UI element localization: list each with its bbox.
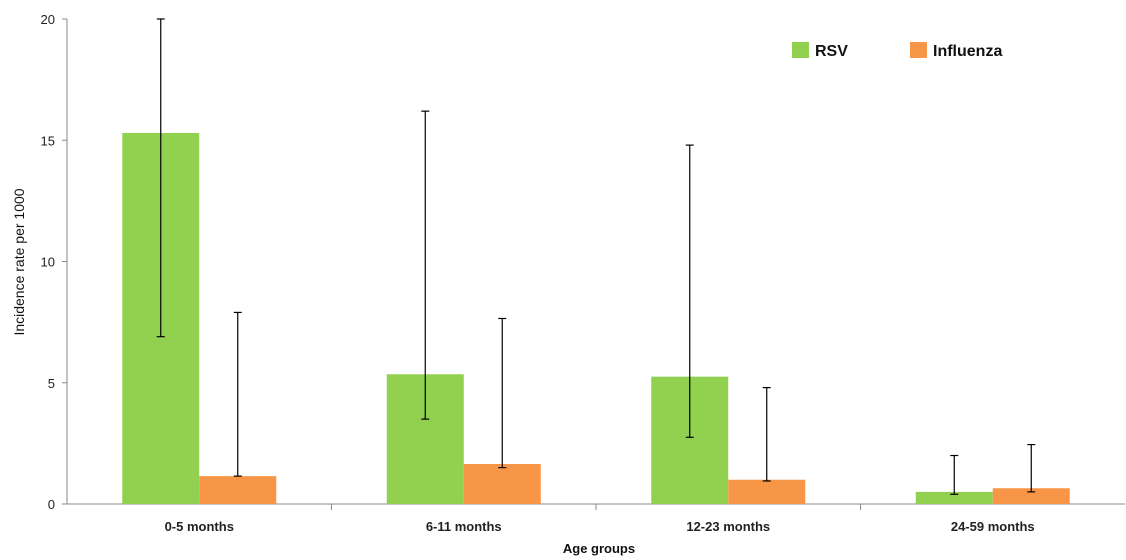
x-tick-label: 12-23 months xyxy=(686,519,770,534)
y-axis-title: Incidence rate per 1000 xyxy=(11,188,27,335)
legend-label-rsv: RSV xyxy=(815,43,848,60)
labels: 0 5 10 15 20 0-5 months 6-11 months 12-23 month… xyxy=(41,12,1035,534)
legend: RSV Influenza xyxy=(792,42,1002,60)
y-tick-label: 5 xyxy=(48,376,55,391)
bar-influenza xyxy=(728,479,806,504)
y-tick-label: 15 xyxy=(41,133,55,148)
y-tick-label: 10 xyxy=(41,255,55,270)
y-tick-label: 0 xyxy=(48,497,55,512)
axes xyxy=(62,18,1125,510)
x-tick-label: 0-5 months xyxy=(165,519,234,534)
bar-rsv xyxy=(915,491,993,504)
bar-influenza xyxy=(992,488,1070,504)
bar-influenza xyxy=(463,463,541,504)
x-tick-label: 24-59 months xyxy=(951,519,1035,534)
legend-swatch-rsv xyxy=(792,42,809,58)
legend-swatch-influenza xyxy=(910,42,927,58)
bars xyxy=(122,132,1070,504)
bar-influenza xyxy=(199,476,277,504)
legend-label-influenza: Influenza xyxy=(933,43,1002,60)
error-bars xyxy=(156,18,1036,495)
y-tick-label: 20 xyxy=(41,12,55,27)
x-tick-label: 6-11 months xyxy=(426,519,502,534)
x-axis-title: Age groups xyxy=(563,541,635,556)
